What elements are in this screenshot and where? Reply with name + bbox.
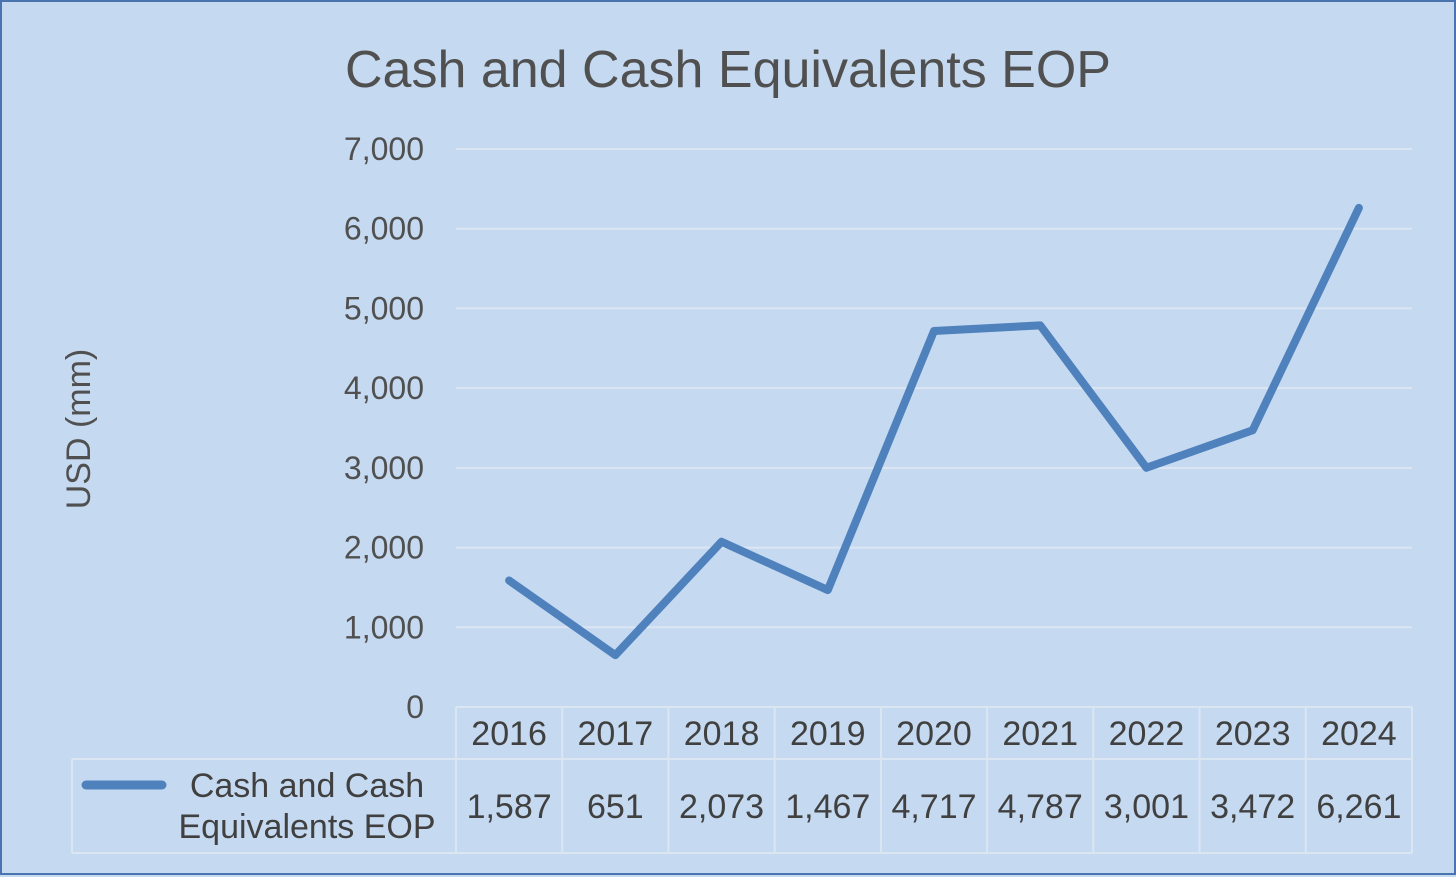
x-tick-label: 2019 [790,715,866,753]
chart-title: Cash and Cash Equivalents EOP [345,41,1111,99]
y-axis-ticks: 0 1,000 2,000 3,000 4,000 5,000 6,000 7,000 [344,131,424,725]
data-label: 3,001 [1104,788,1189,826]
y-tick-label: 5,000 [344,290,424,326]
x-tick-label: 2023 [1215,715,1291,753]
data-label: 1,467 [785,788,870,826]
data-label: 3,472 [1210,788,1295,826]
x-tick-label: 2018 [684,715,760,753]
legend-label-line-2: Equivalents EOP [178,808,435,846]
data-label: 2,073 [679,788,764,826]
x-tick-label: 2022 [1109,715,1185,753]
y-tick-label: 0 [406,689,424,725]
y-tick-label: 4,000 [344,370,424,406]
data-label: 651 [587,788,644,826]
y-tick-label: 1,000 [344,609,424,645]
x-tick-label: 2017 [578,715,654,753]
x-tick-label: 2024 [1321,715,1397,753]
y-tick-label: 3,000 [344,450,424,486]
data-label: 6,261 [1316,788,1401,826]
x-tick-label: 2021 [1002,715,1078,753]
x-tick-label: 2016 [471,715,547,753]
series-layer [509,208,1359,655]
x-tick-label: 2020 [896,715,972,753]
legend-label-line-1: Cash and Cash [190,767,424,805]
y-tick-label: 2,000 [344,530,424,566]
y-axis-label: USD (mm) [60,349,98,510]
y-tick-label: 7,000 [344,131,424,167]
data-label: 1,587 [467,788,552,826]
y-tick-label: 6,000 [344,211,424,247]
legend: Cash and Cash Equivalents EOP [86,767,436,846]
data-label: 4,717 [891,788,976,826]
series-line [509,208,1359,655]
data-label: 4,787 [998,788,1083,826]
